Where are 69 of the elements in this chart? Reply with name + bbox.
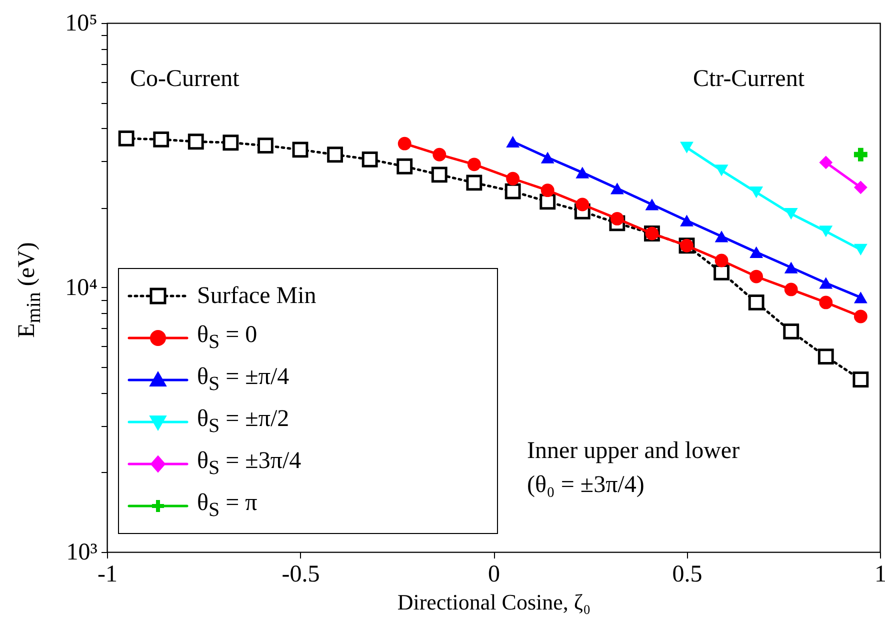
x-tick-label: -0.5 [282, 562, 320, 588]
point [854, 292, 868, 304]
point [576, 166, 590, 178]
legend-label: θ$_{S}$ = ±3π/4 [197, 448, 302, 480]
point [467, 158, 481, 172]
point [431, 166, 448, 183]
point [188, 134, 204, 150]
point [222, 134, 239, 151]
x-tick-label: -1 [98, 562, 118, 588]
legend-label: θ$_{S}$ = π [197, 490, 258, 522]
point [819, 156, 833, 170]
point [540, 152, 554, 164]
point [750, 246, 764, 258]
point [327, 146, 343, 163]
point [396, 158, 413, 174]
point [783, 324, 800, 340]
point [610, 182, 624, 194]
point [680, 214, 694, 226]
annotation: Inner upper and lower [527, 438, 740, 465]
legend-label: θ$_{S}$ = ±π/2 [197, 406, 290, 438]
point [610, 212, 624, 226]
point [576, 198, 590, 212]
point [819, 277, 833, 289]
point [854, 244, 868, 256]
point [750, 270, 764, 284]
point [748, 294, 764, 310]
point [854, 148, 868, 162]
point [852, 372, 869, 388]
point [714, 230, 728, 242]
point [714, 264, 730, 280]
x-tick-label: 0 [488, 562, 500, 588]
point [645, 198, 659, 210]
point [818, 348, 834, 365]
point [362, 151, 378, 168]
point [258, 138, 274, 154]
point [819, 296, 833, 310]
x-tick-label: 0.5 [672, 562, 702, 588]
annotation: Co-Current [130, 66, 240, 93]
point [784, 262, 798, 274]
point [784, 208, 798, 220]
legend-label: θ$_{S}$ = ±π/4 [197, 364, 290, 396]
point [714, 164, 728, 176]
point [819, 226, 833, 238]
point [540, 194, 556, 210]
point [506, 172, 520, 186]
point [398, 136, 412, 150]
point [714, 254, 728, 268]
point [432, 148, 446, 162]
point [504, 183, 521, 200]
annotation: (θ₀ = ±3π/4) [527, 472, 644, 499]
y-tick-label: 10⁵ [65, 10, 98, 36]
x-tick-label: 1 [874, 562, 885, 588]
point [784, 282, 798, 296]
point [153, 131, 170, 148]
point [680, 142, 694, 154]
x-axis-title: Directional Cosine, ζ₀ [397, 590, 591, 614]
point [750, 186, 764, 198]
point [506, 136, 520, 148]
point [854, 180, 868, 194]
point [540, 184, 554, 198]
annotation: Ctr-Current [693, 66, 804, 93]
legend-label: θ$_{S}$ = 0 [197, 322, 258, 354]
point [292, 142, 308, 158]
y-tick-label: 10³ [66, 540, 98, 566]
point [118, 130, 134, 146]
y-tick-label: 10⁴ [65, 275, 98, 301]
point [466, 174, 482, 191]
legend-label: Surface Min [197, 282, 316, 310]
point [854, 310, 868, 324]
